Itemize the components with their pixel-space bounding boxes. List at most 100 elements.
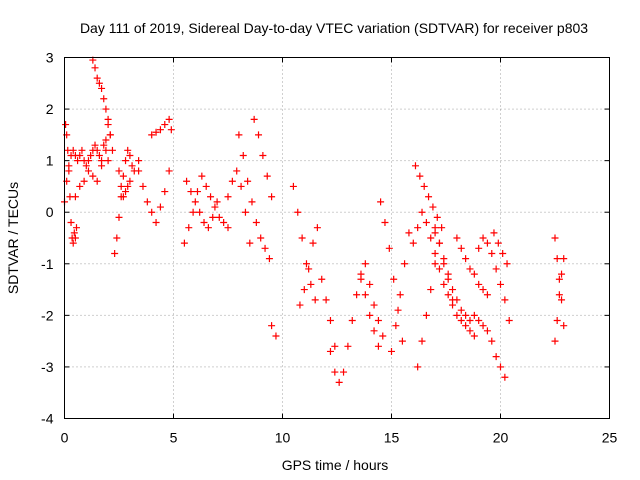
series-arc-d (89, 56, 116, 154)
data-point (560, 255, 568, 263)
data-point (381, 219, 389, 227)
data-point (95, 79, 103, 87)
data-point (244, 177, 252, 185)
data-point (87, 151, 95, 159)
data-point (390, 275, 398, 283)
data-point (119, 172, 127, 180)
data-point (374, 317, 382, 325)
data-point (470, 270, 478, 278)
data-point (340, 368, 348, 376)
data-point (272, 332, 280, 340)
data-point (220, 219, 228, 227)
data-point (294, 208, 302, 216)
data-point (470, 311, 478, 319)
series-arc-aa (431, 224, 457, 304)
data-point (435, 239, 443, 247)
x-tick-label: 20 (493, 430, 509, 446)
data-point (309, 239, 317, 247)
data-point (124, 146, 132, 154)
data-point (558, 270, 566, 278)
data-point (370, 327, 378, 335)
data-point (318, 275, 326, 283)
data-point (409, 239, 417, 247)
data-point (91, 64, 99, 72)
data-point (444, 275, 452, 283)
data-point (65, 167, 73, 175)
data-point (453, 311, 461, 319)
data-point (84, 167, 92, 175)
data-point (462, 311, 470, 319)
data-point (80, 177, 88, 185)
data-point (492, 353, 500, 361)
series-arc-a (61, 141, 112, 206)
data-point (165, 167, 173, 175)
data-point (241, 208, 249, 216)
series-arc-p (296, 224, 321, 309)
data-point (466, 265, 474, 273)
data-point (555, 291, 563, 299)
data-point (268, 193, 276, 201)
series-arc-ae (551, 234, 568, 330)
data-point (553, 255, 561, 263)
data-point (257, 234, 265, 242)
data-point (95, 151, 103, 159)
data-point (361, 260, 369, 268)
data-point (143, 198, 151, 206)
data-point (457, 317, 465, 325)
data-point (307, 280, 315, 288)
data-point (501, 296, 509, 304)
data-point (165, 115, 173, 123)
data-point (193, 188, 201, 196)
x-tick-label: 0 (61, 430, 69, 446)
series-arc-q (318, 275, 339, 350)
series-arc-t (357, 260, 387, 340)
data-point (348, 317, 356, 325)
data-point (89, 172, 97, 180)
data-point (187, 188, 195, 196)
data-point (470, 332, 478, 340)
data-point (444, 291, 452, 299)
axis-ticks: 0 5 10 15 20 25 -4 -3 -2 -1 0 1 2 3 (41, 50, 617, 446)
data-point (344, 342, 352, 350)
data-point (72, 224, 80, 232)
data-point (148, 208, 156, 216)
data-point (211, 203, 219, 211)
y-tick-label: -1 (41, 256, 54, 272)
series-arc-l (235, 131, 273, 263)
series-arc-j (183, 177, 221, 232)
data-point (505, 317, 513, 325)
data-point (392, 322, 400, 330)
data-point (560, 322, 568, 330)
data-point (67, 219, 75, 227)
data-point (483, 327, 491, 335)
data-point (462, 322, 470, 330)
data-point (139, 182, 147, 190)
data-point (250, 115, 258, 123)
series-arc-ac (475, 234, 513, 325)
data-point (475, 280, 483, 288)
series-arc-u (377, 198, 406, 345)
series-arc-ab (453, 234, 491, 299)
data-point (104, 115, 112, 123)
y-axis-label: SDTVAR / TECUs (5, 182, 21, 294)
data-point (239, 151, 247, 159)
series-arc-h (148, 115, 175, 139)
data-point (418, 337, 426, 345)
data-point (440, 260, 448, 268)
x-tick-label: 15 (384, 430, 400, 446)
series-arc-af (551, 255, 568, 345)
data-point (111, 249, 119, 257)
data-point (370, 301, 378, 309)
data-point (248, 198, 256, 206)
data-point (167, 126, 175, 134)
data-point (405, 229, 413, 237)
data-point (128, 162, 136, 170)
data-point (119, 193, 127, 201)
data-point (453, 234, 461, 242)
series-arc-f (115, 157, 143, 201)
data-point (207, 193, 215, 201)
series-arc-y (414, 260, 439, 371)
data-point (326, 317, 334, 325)
data-point (100, 141, 108, 149)
series-arc-g (135, 167, 173, 227)
